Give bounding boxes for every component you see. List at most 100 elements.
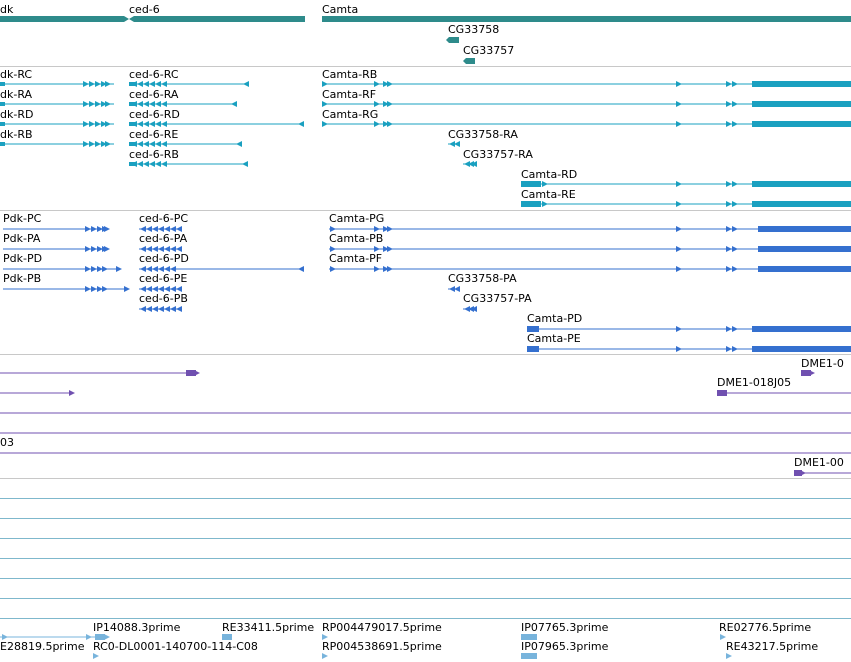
- strand-arrow: [152, 246, 158, 252]
- gene-bar: [322, 16, 851, 22]
- est-label[interactable]: RP004538691.5prime: [322, 640, 442, 653]
- strand-arrow: [676, 101, 682, 107]
- clone-label[interactable]: DME1-018J05: [717, 376, 791, 389]
- strand-arrow: [91, 266, 97, 272]
- protein-label[interactable]: ced-6-PE: [139, 272, 187, 285]
- protein-label[interactable]: Camta-PD: [527, 312, 582, 325]
- protein-label[interactable]: Pdk-PB: [3, 272, 41, 285]
- strand-arrow: [140, 226, 146, 232]
- strand-arrow: [726, 326, 732, 332]
- strand-arrow: [158, 286, 164, 292]
- transcript-label[interactable]: ced-6-RD: [129, 108, 180, 121]
- strand-arrow: [676, 121, 682, 127]
- transcript-label[interactable]: dk-RB: [0, 128, 33, 141]
- est-label[interactable]: IP07965.3prime: [521, 640, 609, 653]
- strand-arrow: [155, 141, 161, 147]
- transcript-label[interactable]: dk-RA: [0, 88, 33, 101]
- transcript-label[interactable]: Camta-RD: [521, 168, 577, 181]
- strand-arrow: [149, 161, 155, 167]
- est-label[interactable]: RE43217.5prime: [726, 640, 818, 653]
- protein-label[interactable]: ced-6-PB: [139, 292, 188, 305]
- protein-label[interactable]: CG33758-PA: [448, 272, 517, 285]
- strand-arrow: [298, 266, 304, 272]
- gene-label[interactable]: CG33758: [448, 23, 499, 36]
- transcript-label[interactable]: CG33757-RA: [463, 148, 533, 161]
- strand-arrow: [170, 306, 176, 312]
- est-label[interactable]: RP004479017.5prime: [322, 621, 442, 634]
- est-label[interactable]: IP14088.3prime: [93, 621, 181, 634]
- protein-label[interactable]: ced-6-PC: [139, 212, 188, 225]
- strand-arrow: [374, 246, 380, 252]
- strand-arrow: [137, 81, 143, 87]
- strand-arrow: [809, 370, 815, 376]
- strand-arrow: [676, 81, 682, 87]
- strand-arrow: [383, 266, 389, 272]
- protein-label[interactable]: CG33757-PA: [463, 292, 532, 305]
- strand-arrow: [231, 101, 237, 107]
- strand-arrow: [387, 246, 393, 252]
- strand-arrow: [89, 101, 95, 107]
- transcript-label[interactable]: ced-6-RA: [129, 88, 179, 101]
- strand-arrow: [161, 101, 167, 107]
- est-label[interactable]: RE33411.5prime: [222, 621, 314, 634]
- protein-label[interactable]: Camta-PE: [527, 332, 581, 345]
- strand-arrow: [374, 266, 380, 272]
- gene-features: [0, 16, 851, 64]
- strand-arrow: [89, 81, 95, 87]
- exon-block: [0, 82, 5, 86]
- protein-label[interactable]: Camta-PB: [329, 232, 383, 245]
- strand-arrow: [732, 81, 738, 87]
- strand-arrow: [161, 141, 167, 147]
- strand-arrow: [101, 81, 107, 87]
- transcript-label[interactable]: dk-RD: [0, 108, 33, 121]
- protein-label[interactable]: Pdk-PC: [3, 212, 42, 225]
- gene-label[interactable]: dk: [0, 3, 14, 16]
- strand-arrow: [243, 81, 249, 87]
- strand-arrow: [91, 286, 97, 292]
- transcript-label[interactable]: Camta-RE: [521, 188, 576, 201]
- strand-arrow: [164, 306, 170, 312]
- est-label[interactable]: IP07765.3prime: [521, 621, 609, 634]
- est-label[interactable]: RC0-DL0001-140700-114-C08: [93, 640, 258, 653]
- strand-arrow: [732, 201, 738, 207]
- strand-arrow: [105, 101, 111, 107]
- strand-arrow: [149, 81, 155, 87]
- strand-arrow: [95, 121, 101, 127]
- exon-block: [752, 101, 851, 107]
- clone-label[interactable]: DME1-00: [794, 456, 844, 469]
- strand-arrow: [146, 246, 152, 252]
- strand-arrow: [732, 181, 738, 187]
- strand-arrow: [97, 246, 103, 252]
- strand-arrow: [170, 226, 176, 232]
- clone-label[interactable]: 03: [0, 436, 14, 449]
- strand-arrow: [330, 226, 336, 232]
- transcript-label[interactable]: CG33758-RA: [448, 128, 518, 141]
- clone-label[interactable]: DME1-0: [801, 357, 844, 370]
- transcript-label[interactable]: dk-RC: [0, 68, 32, 81]
- strand-arrow: [91, 246, 97, 252]
- protein-label[interactable]: ced-6-PD: [139, 252, 189, 265]
- protein-label[interactable]: Pdk-PA: [3, 232, 41, 245]
- gene-label[interactable]: Camta: [322, 3, 358, 16]
- strand-arrow: [140, 306, 146, 312]
- strand-arrow: [89, 141, 95, 147]
- transcript-label[interactable]: Camta-RB: [322, 68, 377, 81]
- gene-label[interactable]: CG33757: [463, 44, 514, 57]
- exon-block: [129, 122, 135, 126]
- protein-features: [3, 226, 851, 352]
- transcript-label[interactable]: Camta-RF: [322, 88, 376, 101]
- strand-arrow: [676, 246, 682, 252]
- protein-label[interactable]: Camta-PG: [329, 212, 384, 225]
- strand-arrow: [140, 246, 146, 252]
- transcript-label[interactable]: ced-6-RC: [129, 68, 179, 81]
- transcript-label[interactable]: ced-6-RE: [129, 128, 178, 141]
- gene-label[interactable]: ced-6: [129, 3, 160, 16]
- protein-label[interactable]: Pdk-PD: [3, 252, 42, 265]
- protein-label[interactable]: ced-6-PA: [139, 232, 188, 245]
- transcript-label[interactable]: ced-6-RB: [129, 148, 179, 161]
- est-label[interactable]: RE02776.5prime: [719, 621, 811, 634]
- transcript-label[interactable]: Camta-RG: [322, 108, 378, 121]
- strand-arrow: [83, 81, 89, 87]
- est-label[interactable]: E28819.5prime: [0, 640, 85, 653]
- protein-label[interactable]: Camta-PF: [329, 252, 382, 265]
